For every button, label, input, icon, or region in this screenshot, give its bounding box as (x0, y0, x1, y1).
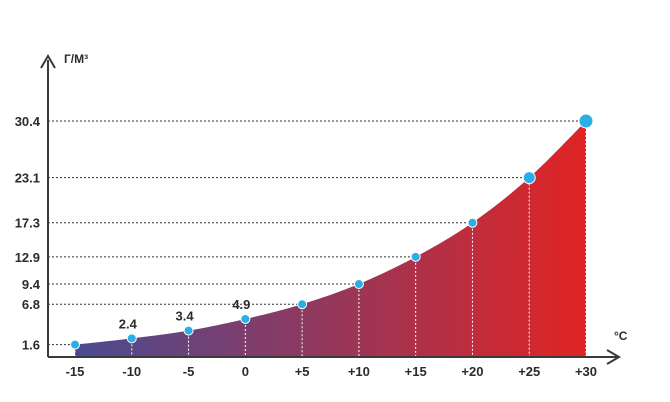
x-tick-label: -10 (122, 364, 141, 379)
data-point (353, 279, 364, 290)
y-tick-label: 23.1 (15, 171, 40, 186)
data-point (183, 325, 194, 336)
axes (40, 54, 621, 365)
x-tick-label: +5 (295, 364, 310, 379)
data-point (297, 299, 308, 310)
y-tick-label: 1.6 (22, 338, 40, 353)
y-tick-label: 9.4 (22, 277, 41, 292)
gradient-area (75, 121, 586, 357)
x-tick-label: +30 (575, 364, 597, 379)
x-tick-label: -5 (183, 364, 195, 379)
x-axis-arrow (606, 349, 621, 365)
x-tick-label: -15 (66, 364, 85, 379)
point-value-labels: 2.4 3.4 4.9 (119, 297, 251, 331)
data-point (578, 113, 594, 129)
data-point (410, 251, 421, 262)
area-layer (75, 121, 586, 357)
y-tick-label: 17.3 (15, 216, 40, 231)
y-tick-labels: 1.6 6.8 9.4 12.9 17.3 23.1 30.4 (15, 114, 41, 353)
point-value-label: 2.4 (119, 316, 138, 331)
data-point (240, 313, 251, 324)
grid-layer (48, 120, 587, 357)
x-tick-label: +15 (405, 364, 427, 379)
y-tick-label: 30.4 (15, 114, 41, 129)
data-point (522, 171, 536, 185)
x-tick-labels: -15 -10 -5 0 +5 +10 +15 +20 +25 +30 (66, 364, 597, 379)
x-tick-label: +20 (461, 364, 483, 379)
x-tick-label: +25 (518, 364, 540, 379)
data-point (467, 217, 478, 228)
x-axis-unit: °C (614, 329, 628, 343)
y-tick-label: 12.9 (15, 250, 40, 265)
y-axis-unit: Г/М³ (64, 52, 88, 66)
point-value-label: 3.4 (176, 309, 195, 324)
x-tick-label: +10 (348, 364, 370, 379)
y-axis-arrow (40, 54, 56, 69)
y-tick-label: 6.8 (22, 297, 40, 312)
data-point (70, 339, 80, 350)
x-tick-label: 0 (242, 364, 249, 379)
data-points (70, 113, 594, 350)
data-point (126, 333, 137, 344)
point-value-label: 4.9 (232, 297, 250, 312)
